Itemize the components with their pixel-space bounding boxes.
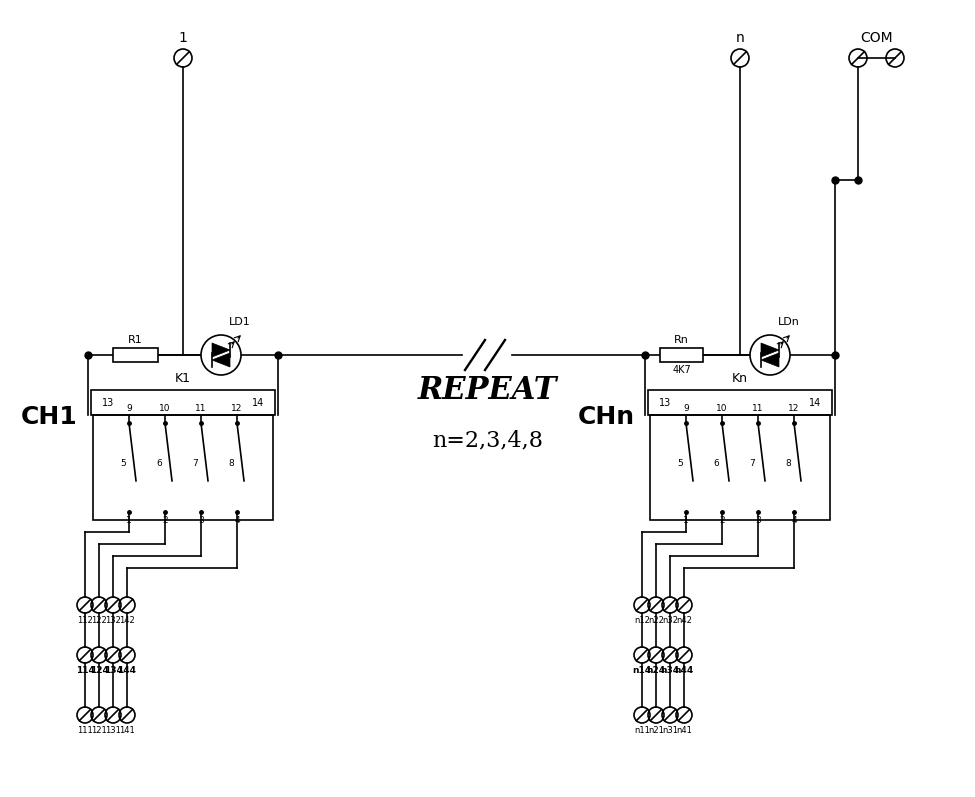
Text: 122: 122	[91, 616, 107, 625]
Text: COM: COM	[860, 31, 893, 45]
Text: 5: 5	[678, 459, 683, 468]
Text: 1: 1	[126, 516, 132, 525]
Text: 12: 12	[231, 404, 243, 413]
Text: 5: 5	[120, 459, 126, 468]
Text: 2: 2	[162, 516, 168, 525]
Polygon shape	[212, 343, 230, 357]
Text: Rn: Rn	[674, 335, 689, 345]
Text: 4: 4	[791, 516, 797, 525]
Text: n31: n31	[662, 726, 678, 735]
Text: 1: 1	[683, 516, 689, 525]
Text: 9: 9	[683, 404, 689, 413]
Text: 8: 8	[228, 459, 234, 468]
Circle shape	[201, 335, 241, 375]
Circle shape	[750, 335, 790, 375]
Text: 14: 14	[808, 398, 821, 407]
Text: 8: 8	[785, 459, 791, 468]
Text: 121: 121	[91, 726, 107, 735]
Text: 14: 14	[252, 398, 264, 407]
Bar	[93, 415, 273, 520]
Text: 4K7: 4K7	[672, 365, 691, 375]
Text: 124: 124	[90, 666, 108, 675]
Text: 7: 7	[749, 459, 755, 468]
Bar	[91, 390, 275, 415]
Bar	[650, 415, 830, 520]
Text: 134: 134	[103, 666, 123, 675]
Text: n42: n42	[676, 616, 692, 625]
Text: 111: 111	[77, 726, 93, 735]
Text: CHn: CHn	[578, 405, 635, 429]
Polygon shape	[761, 343, 779, 357]
Text: 142: 142	[119, 616, 135, 625]
Text: 10: 10	[717, 404, 727, 413]
Bar	[113, 348, 158, 362]
Text: Kn: Kn	[732, 372, 748, 385]
Text: n22: n22	[648, 616, 664, 625]
Text: LDn: LDn	[778, 317, 800, 327]
Text: n: n	[735, 31, 744, 45]
Text: 13: 13	[102, 398, 114, 407]
Text: 1: 1	[178, 31, 187, 45]
Text: n41: n41	[676, 726, 692, 735]
Text: n44: n44	[675, 666, 693, 675]
Text: 11: 11	[753, 404, 763, 413]
Text: 10: 10	[159, 404, 171, 413]
Text: n34: n34	[660, 666, 680, 675]
Text: LD1: LD1	[229, 317, 251, 327]
Polygon shape	[761, 353, 779, 367]
Text: 141: 141	[119, 726, 135, 735]
Text: n32: n32	[662, 616, 678, 625]
Text: 11: 11	[195, 404, 207, 413]
Text: 7: 7	[192, 459, 198, 468]
Text: 131: 131	[105, 726, 121, 735]
Text: 3: 3	[198, 516, 204, 525]
Text: n24: n24	[646, 666, 666, 675]
Polygon shape	[212, 353, 230, 367]
Text: n21: n21	[648, 726, 664, 735]
Text: 144: 144	[118, 666, 136, 675]
Text: 132: 132	[105, 616, 121, 625]
Text: 13: 13	[659, 398, 671, 407]
Text: CH1: CH1	[21, 405, 78, 429]
Text: n=2,3,4,8: n=2,3,4,8	[432, 429, 543, 451]
Text: n12: n12	[634, 616, 650, 625]
Bar	[660, 348, 703, 362]
Text: 4: 4	[234, 516, 240, 525]
Text: 2: 2	[720, 516, 724, 525]
Text: 9: 9	[126, 404, 132, 413]
Text: 112: 112	[77, 616, 93, 625]
Text: 12: 12	[789, 404, 800, 413]
Text: R1: R1	[128, 335, 143, 345]
Text: 6: 6	[156, 459, 162, 468]
Text: n11: n11	[634, 726, 650, 735]
Text: 3: 3	[755, 516, 760, 525]
Bar	[648, 390, 832, 415]
Text: 114: 114	[76, 666, 95, 675]
Text: n14: n14	[633, 666, 651, 675]
Text: 6: 6	[714, 459, 719, 468]
Text: REPEAT: REPEAT	[417, 375, 558, 406]
Text: K1: K1	[175, 372, 191, 385]
